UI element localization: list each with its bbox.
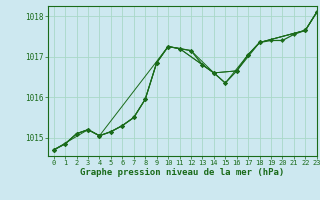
X-axis label: Graphe pression niveau de la mer (hPa): Graphe pression niveau de la mer (hPa) <box>80 168 284 177</box>
